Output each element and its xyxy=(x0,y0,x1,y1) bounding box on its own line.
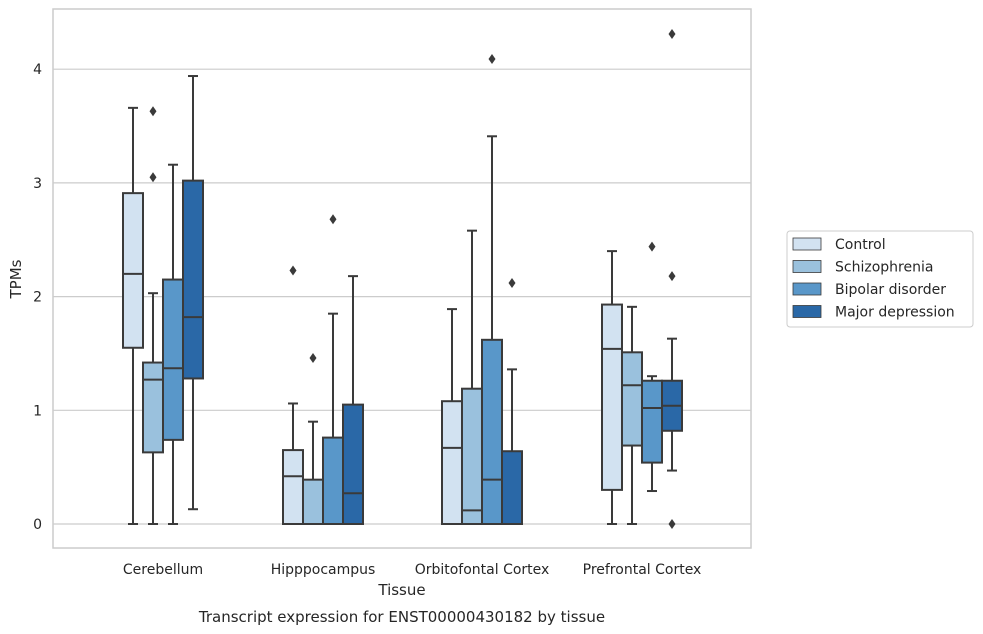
box-body xyxy=(601,303,623,491)
outlier-point xyxy=(289,265,297,276)
outlier-point xyxy=(648,241,656,252)
legend: Control Schizophrenia Bipolar disorder Majo… xyxy=(786,230,974,328)
box-control xyxy=(601,250,623,525)
box-major-depression xyxy=(501,277,523,525)
x-tick-labels: Cerebellum Hipppocampus Orbitofontal Corte… xyxy=(123,562,701,578)
y-tick-label: 2 xyxy=(33,290,42,306)
y-axis-label: TPMs xyxy=(7,259,25,299)
box-body xyxy=(322,436,344,526)
box-control xyxy=(441,308,463,526)
box-body xyxy=(501,450,523,525)
box-major-depression xyxy=(342,275,364,525)
outlier-point xyxy=(668,271,676,282)
y-tick-labels: 0 1 2 3 4 xyxy=(33,62,42,533)
box-body xyxy=(302,478,324,526)
plot-frame xyxy=(52,8,752,549)
y-tick-label: 1 xyxy=(33,403,42,419)
box-body xyxy=(441,400,463,526)
box-body xyxy=(142,361,164,454)
legend-label: Bipolar disorder xyxy=(835,282,946,298)
box-body xyxy=(122,192,144,349)
chart-caption: Transcript expression for ENST0000043018… xyxy=(198,608,605,626)
box-major-depression xyxy=(182,75,204,511)
box-bipolar-disorder xyxy=(322,214,344,526)
box-body xyxy=(162,278,184,441)
legend-swatch xyxy=(792,282,822,296)
box-body xyxy=(461,387,483,525)
x-axis-label: Tissue xyxy=(377,581,425,599)
outlier-point xyxy=(329,214,337,225)
box-schizophrenia xyxy=(302,352,324,526)
outlier-point xyxy=(149,106,157,117)
outlier-point xyxy=(668,28,676,39)
outlier-point xyxy=(508,277,516,288)
legend-swatch xyxy=(792,305,822,318)
y-tick-label: 4 xyxy=(33,62,42,78)
box-body xyxy=(182,179,204,380)
outlier-point xyxy=(668,519,676,529)
box-body xyxy=(621,351,643,447)
x-tick-label: Cerebellum xyxy=(123,562,203,578)
box-body xyxy=(481,338,503,525)
legend-swatch xyxy=(792,237,822,251)
box-control xyxy=(282,265,304,525)
legend-label: Major depression xyxy=(835,305,955,321)
y-tick-label: 0 xyxy=(33,517,42,533)
box-schizophrenia xyxy=(142,106,164,525)
x-tick-label: Orbitofontal Cortex xyxy=(415,562,550,578)
box-schizophrenia xyxy=(461,229,483,525)
box-bipolar-disorder xyxy=(641,241,663,493)
box-body xyxy=(282,449,304,525)
x-tick-label: Hipppocampus xyxy=(271,562,376,578)
box-major-depression xyxy=(661,28,683,529)
box-schizophrenia xyxy=(621,305,643,525)
box-bipolar-disorder xyxy=(481,53,503,525)
outlier-point xyxy=(488,53,496,64)
x-tick-label: Prefrontal Cortex xyxy=(583,562,702,578)
box-control xyxy=(122,106,144,525)
legend-label: Schizophrenia xyxy=(835,260,933,276)
legend-frame xyxy=(786,230,974,328)
legend-label: Control xyxy=(835,237,886,253)
y-tick-label: 3 xyxy=(33,176,42,192)
box-body xyxy=(641,379,663,464)
outlier-point xyxy=(309,352,317,363)
box-body xyxy=(342,403,364,525)
outlier-point xyxy=(149,172,157,183)
box-bipolar-disorder xyxy=(162,163,184,525)
plot-boxes xyxy=(122,28,683,529)
legend-swatch xyxy=(792,260,822,273)
